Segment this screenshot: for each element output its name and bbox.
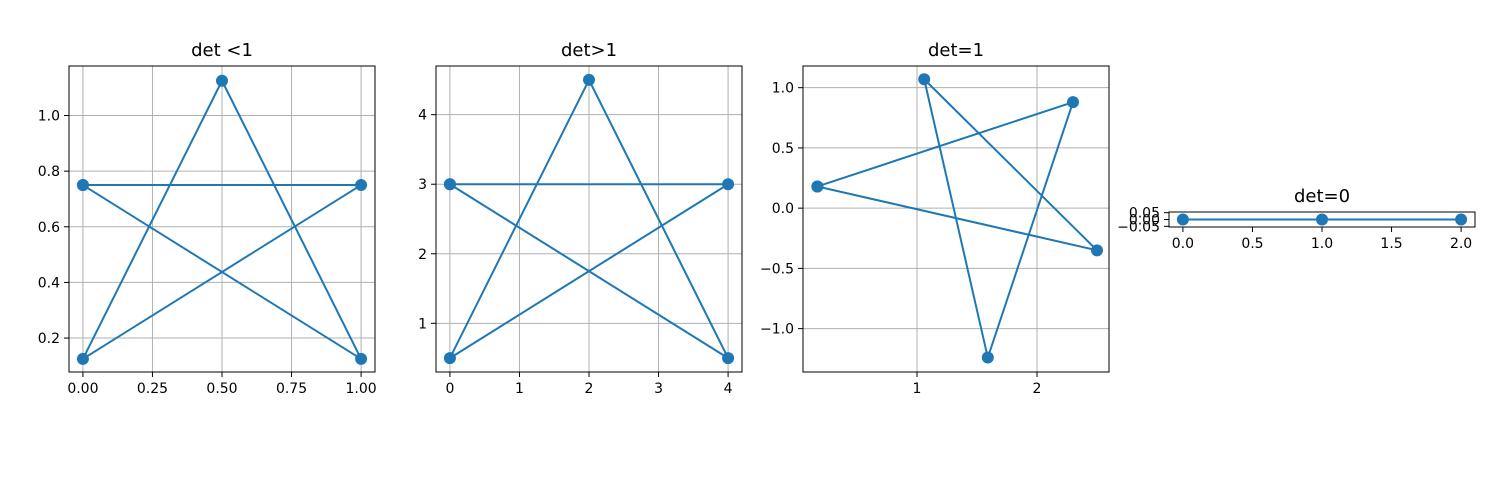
y-tick-label: 0.8 — [38, 164, 60, 180]
x-tick-label: 2 — [1033, 381, 1042, 397]
subplot-title: det>1 — [561, 40, 617, 61]
data-point — [1176, 213, 1189, 226]
data-point — [722, 352, 735, 365]
y-tick-label: 1.0 — [772, 81, 794, 97]
x-tick-label: 0.75 — [276, 381, 307, 397]
y-tick-label: 0.00 — [1129, 213, 1160, 229]
axes-frame — [802, 65, 1110, 373]
y-tick-label: 0.5 — [772, 141, 794, 157]
data-point — [981, 351, 994, 364]
y-tick-label: 0.0 — [772, 201, 794, 217]
data-point — [1455, 213, 1468, 226]
subplot-title: det <1 — [191, 40, 253, 61]
y-tick-label: 4 — [418, 108, 427, 124]
data-point — [355, 179, 368, 192]
x-tick-label: 0.00 — [67, 381, 98, 397]
x-tick-label: 1.00 — [346, 381, 377, 397]
subplot-det-greater-than-1: det>1 0 1 2 3 4 1 2 3 4 — [418, 40, 743, 397]
data-point — [443, 178, 456, 191]
y-tick-label: 2 — [418, 247, 427, 263]
subplot-title: det=1 — [928, 40, 984, 61]
y-tick-label: 1.0 — [38, 109, 60, 125]
x-tick-label: 0.0 — [1172, 236, 1194, 252]
x-tick-label: 2 — [585, 381, 594, 397]
series-line — [81, 79, 363, 360]
y-tick-label: 0.05 — [1129, 206, 1160, 222]
series-line — [817, 78, 1098, 359]
subplot-det-equals-1: det=1 1 2 −1.0 −0.5 0.0 0.5 1.0 — [760, 40, 1110, 397]
y-tick-label: 0.4 — [38, 275, 60, 291]
y-tick-label: −0.5 — [760, 261, 794, 277]
subplot-det-equals-0: det=0 0.0 0.5 1.0 1.5 2.0 −0.050.000.05 — [1117, 186, 1476, 252]
data-point — [1091, 244, 1103, 257]
x-tick-label: 1 — [515, 381, 524, 397]
x-tick-label: 0.50 — [206, 381, 237, 397]
x-tick-label: 0.5 — [1241, 236, 1263, 252]
data-point — [76, 179, 89, 192]
data-point — [76, 352, 89, 365]
x-tick-label: 1.0 — [1311, 236, 1333, 252]
y-tick-label: 0.6 — [38, 220, 60, 236]
data-point — [583, 73, 595, 86]
data-point — [811, 180, 824, 193]
x-tick-label: 1.5 — [1380, 236, 1402, 252]
x-tick-label: 0 — [445, 381, 454, 397]
y-tick-label: 0.2 — [38, 331, 60, 347]
data-point — [722, 178, 735, 191]
x-tick-label: 0.25 — [137, 381, 168, 397]
data-point — [1316, 213, 1328, 226]
subplot-title: det=0 — [1294, 186, 1350, 207]
y-tick-label: −1.0 — [760, 322, 794, 338]
subplot-det-less-than-1: det <1 0.00 0.25 0.50 0.75 1.00 0.2 0.4 0.6 0.8 1… — [38, 40, 377, 397]
y-tick-label: 3 — [418, 177, 427, 193]
data-point — [443, 352, 456, 365]
x-tick-label: 1 — [913, 381, 922, 397]
y-tick-label: 1 — [418, 316, 427, 332]
data-point — [918, 73, 931, 86]
x-tick-label: 3 — [654, 381, 663, 397]
y-tick-label: −0.05 — [1117, 219, 1160, 235]
x-tick-label: 2.0 — [1450, 236, 1472, 252]
data-point — [1067, 96, 1079, 109]
data-point — [355, 352, 368, 365]
x-tick-label: 4 — [724, 381, 733, 397]
data-point — [216, 74, 228, 87]
series-line — [448, 78, 730, 360]
